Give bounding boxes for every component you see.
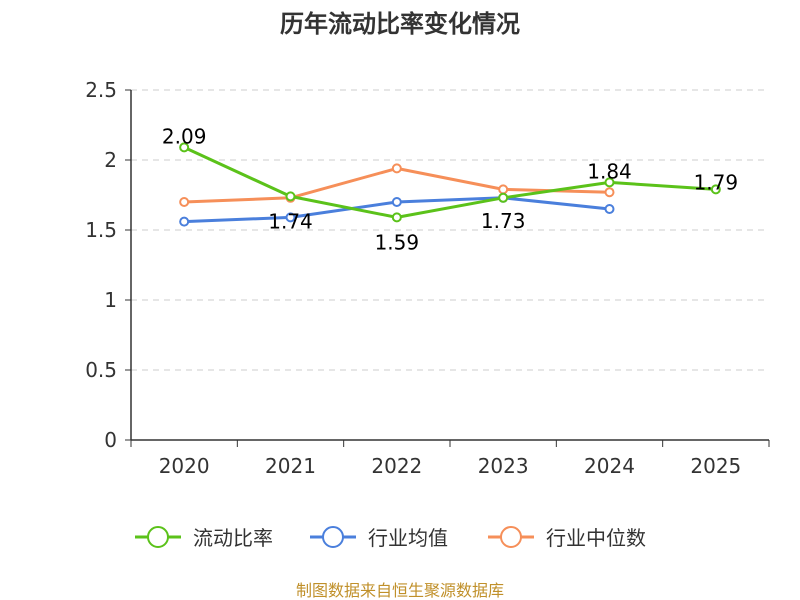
- x-tick-label: 2025: [690, 454, 741, 478]
- data-labels: 2.09 1.74 1.59 1.73 1.84 1.79: [162, 124, 738, 254]
- y-tick-label: 2: [104, 148, 117, 172]
- data-label: 1.84: [587, 159, 632, 183]
- legend-item-2: 行业中位数: [488, 526, 646, 550]
- legend-item-1: 行业均值: [310, 526, 448, 550]
- data-point: [179, 142, 190, 153]
- data-point: [391, 197, 402, 207]
- legend-label: 流动比率: [193, 526, 273, 550]
- data-point: [391, 212, 402, 223]
- data-point: [604, 187, 615, 198]
- data-label: 1.74: [268, 209, 313, 233]
- data-point: [498, 184, 509, 195]
- series-group: [179, 142, 721, 227]
- axes: 0 0.5 1 1.5 2 2.5 2020 2021 2022 2023 2024 2025: [85, 78, 770, 478]
- data-point: [391, 163, 402, 174]
- y-tick-label: 0.5: [85, 358, 117, 382]
- y-tick-label: 1: [104, 288, 117, 312]
- data-point: [285, 191, 296, 202]
- data-label: 1.59: [375, 230, 420, 254]
- chart-title: 历年流动比率变化情况: [280, 10, 520, 38]
- data-point: [604, 177, 615, 188]
- legend-marker: [500, 526, 522, 548]
- legend-label: 行业中位数: [546, 526, 646, 550]
- series-line-2: [184, 166, 610, 204]
- x-tick-label: 2020: [159, 454, 210, 478]
- legend: 流动比率 行业均值 行业中位数: [135, 526, 646, 550]
- source-note: 制图数据来自恒生聚源数据库: [296, 581, 504, 600]
- x-tick-label: 2023: [478, 454, 529, 478]
- data-point: [498, 192, 509, 203]
- legend-item-0: 流动比率: [135, 526, 273, 550]
- x-tick-label: 2024: [584, 454, 635, 478]
- data-label: 2.09: [162, 124, 207, 148]
- data-point: [179, 197, 190, 207]
- series-line-0: [183, 146, 716, 219]
- y-tick-label: 0: [104, 428, 117, 452]
- data-point: [710, 184, 721, 195]
- data-point: [604, 204, 615, 214]
- x-tick-label: 2021: [265, 454, 316, 478]
- y-tick-label: 2.5: [85, 78, 117, 102]
- legend-marker: [322, 526, 344, 548]
- data-label: 1.73: [481, 209, 526, 233]
- y-tick-label: 1.5: [85, 218, 117, 242]
- data-point: [285, 212, 296, 223]
- x-tick-label: 2022: [371, 454, 422, 478]
- grid: [131, 89, 769, 371]
- legend-label: 行业均值: [368, 526, 448, 550]
- data-label: 1.79: [694, 170, 739, 194]
- legend-marker: [147, 526, 169, 548]
- data-point: [179, 216, 190, 227]
